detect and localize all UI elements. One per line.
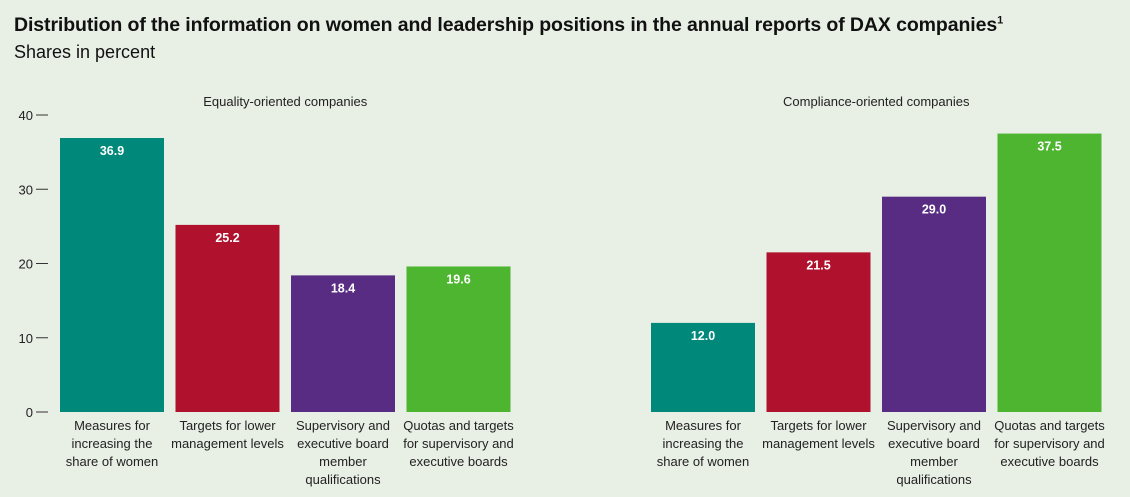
bar <box>997 133 1102 412</box>
bar <box>175 224 280 412</box>
category-label-line: executive boards <box>1000 454 1099 469</box>
bar-value-label: 21.5 <box>806 258 830 272</box>
bar <box>766 252 871 412</box>
category-label: Measures for increasing the share of women <box>66 418 159 469</box>
category-label-line: Quotas and targets <box>994 418 1105 433</box>
chart-panels: Equality-oriented companies 36.9 Measures … <box>60 94 1105 487</box>
panel-title: Equality-oriented companies <box>203 94 368 109</box>
category-label-line: executive board <box>297 436 389 451</box>
category-label-line: management levels <box>762 436 875 451</box>
category-label-line: increasing the <box>663 436 744 451</box>
y-tick-label: 10 <box>19 331 33 346</box>
bar <box>291 275 395 412</box>
y-axis: 0 10 20 30 40 <box>19 108 48 420</box>
category-label-line: member <box>910 454 958 469</box>
category-label: Supervisory and executive board member qual… <box>887 418 981 487</box>
bar-value-label: 29.0 <box>922 203 946 217</box>
category-label-line: Targets for lower <box>770 418 867 433</box>
category-label-line: executive boards <box>409 454 508 469</box>
y-tick-label: 0 <box>26 405 33 420</box>
category-label-line: share of women <box>657 454 750 469</box>
category-label: Supervisory and executive board member qual… <box>296 418 390 487</box>
y-tick-label: 40 <box>19 108 33 123</box>
y-tick-label: 20 <box>19 257 33 272</box>
footnote-mark: 1 <box>997 14 1004 27</box>
category-label-line: Supervisory and <box>296 418 390 433</box>
category-label-line: Targets for lower <box>179 418 276 433</box>
category-label-line: Measures for <box>74 418 151 433</box>
chart-panel-1: Equality-oriented companies 36.9 Measures … <box>60 94 514 487</box>
bar-value-label: 19.6 <box>446 272 470 286</box>
category-label-line: for supervisory and <box>994 436 1105 451</box>
category-label: Quotas and targets for supervisory and exe… <box>994 418 1105 469</box>
category-label-line: increasing the <box>72 436 153 451</box>
bar <box>651 322 755 412</box>
category-label-line: qualifications <box>305 472 381 487</box>
bar-value-label: 37.5 <box>1037 140 1061 154</box>
category-label-line: member <box>319 454 367 469</box>
category-label-line: Supervisory and <box>887 418 981 433</box>
bar-value-label: 36.9 <box>100 144 124 158</box>
category-label-line: executive board <box>888 436 980 451</box>
category-label-line: for supervisory and <box>403 436 514 451</box>
bar <box>882 196 986 412</box>
category-label-line: share of women <box>66 454 159 469</box>
category-label-line: management levels <box>171 436 284 451</box>
category-label-line: Quotas and targets <box>403 418 514 433</box>
category-label-line: Measures for <box>665 418 742 433</box>
y-tick-label: 30 <box>19 182 33 197</box>
bar <box>60 138 164 412</box>
chart-subtitle: Shares in percent <box>14 42 156 62</box>
category-label: Quotas and targets for supervisory and exe… <box>403 418 514 469</box>
bar-value-label: 12.0 <box>691 329 715 343</box>
category-label: Targets for lower management levels <box>762 418 875 451</box>
category-label: Measures for increasing the share of women <box>657 418 750 469</box>
chart-panel-2: Compliance-oriented companies 12.0 Measure… <box>651 94 1105 487</box>
bar <box>406 266 511 412</box>
panel-title: Compliance-oriented companies <box>783 94 970 109</box>
category-label-line: qualifications <box>896 472 972 487</box>
chart-title-text: Distribution of the information on women… <box>14 14 998 36</box>
bar-value-label: 18.4 <box>331 281 355 295</box>
category-label: Targets for lower management levels <box>171 418 284 451</box>
chart-title: Distribution of the information on women… <box>14 14 1003 37</box>
bar-value-label: 25.2 <box>215 231 239 245</box>
